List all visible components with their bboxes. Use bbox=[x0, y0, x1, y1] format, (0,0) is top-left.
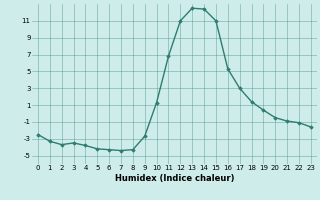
X-axis label: Humidex (Indice chaleur): Humidex (Indice chaleur) bbox=[115, 174, 234, 183]
